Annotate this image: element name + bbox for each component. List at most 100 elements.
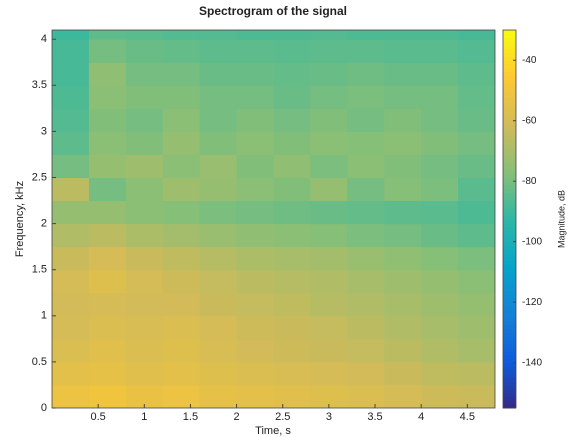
cell <box>273 246 311 271</box>
x-axis-label: Time, s <box>255 425 291 437</box>
cell <box>88 223 127 248</box>
x-tick-label: 1 <box>141 411 147 423</box>
colorbar-step <box>503 385 516 390</box>
cell <box>162 131 201 155</box>
colorbar-step <box>503 370 516 375</box>
cell <box>125 292 164 317</box>
cell <box>458 200 495 225</box>
cell <box>458 292 495 317</box>
colorbar-step <box>503 48 516 54</box>
cell <box>421 246 459 271</box>
colorbar-step <box>503 362 516 367</box>
cell <box>458 131 495 155</box>
colorbar-step <box>503 305 516 311</box>
colorbar-step <box>503 317 516 322</box>
cell <box>199 177 238 202</box>
colorbar-step <box>503 37 516 42</box>
cell <box>273 269 311 294</box>
cell <box>347 361 385 386</box>
colorbar-step <box>503 177 516 182</box>
cell <box>125 85 164 109</box>
cell <box>125 154 164 179</box>
cell <box>384 200 422 225</box>
colorbar-step <box>503 241 516 246</box>
cell <box>199 62 238 86</box>
cell <box>125 223 164 248</box>
cell <box>236 384 274 408</box>
cell <box>458 39 495 63</box>
cell <box>273 200 311 225</box>
colorbar-step <box>503 215 516 220</box>
colorbar-step <box>503 132 516 137</box>
cell <box>310 315 348 340</box>
cell <box>384 292 422 317</box>
cell <box>52 62 90 86</box>
cell <box>162 223 201 248</box>
cell <box>421 154 459 179</box>
cell <box>125 131 164 155</box>
cell <box>52 315 90 340</box>
cell <box>458 177 495 202</box>
cell <box>347 384 385 408</box>
cell <box>52 384 90 408</box>
cell <box>236 292 274 317</box>
x-tick-label: 2.5 <box>275 411 290 423</box>
colorbar-step <box>503 222 516 228</box>
colorbar-step <box>503 347 516 352</box>
x-tick-label: 4.5 <box>460 411 475 423</box>
colorbar-tick-label: -80 <box>522 176 537 187</box>
cell <box>421 292 459 317</box>
cell <box>52 108 90 132</box>
cell <box>421 131 459 155</box>
cell <box>384 384 422 408</box>
cell <box>384 30 422 40</box>
cell <box>199 246 238 271</box>
colorbar-step <box>503 158 516 163</box>
colorbar-step <box>503 71 516 76</box>
cell <box>384 62 422 86</box>
cell <box>199 269 238 294</box>
cell <box>125 338 164 363</box>
cell <box>52 39 90 63</box>
cell <box>236 108 274 132</box>
colorbar-step <box>503 268 516 273</box>
x-tick-label: 2 <box>234 411 240 423</box>
cell <box>421 30 459 40</box>
cell <box>421 269 459 294</box>
cell <box>88 131 127 155</box>
cell <box>88 39 127 63</box>
cell <box>347 292 385 317</box>
cell <box>88 361 127 386</box>
y-tick-label: 2 <box>41 218 47 230</box>
cell <box>384 154 422 179</box>
colorbar-step <box>503 67 516 73</box>
colorbar-step <box>503 279 516 284</box>
cell <box>347 108 385 132</box>
colorbar-step <box>503 351 516 356</box>
colorbar-step <box>503 324 516 330</box>
cell <box>125 361 164 386</box>
cell <box>458 30 495 40</box>
colorbar-step <box>503 113 516 118</box>
cell <box>162 177 201 202</box>
cell <box>421 39 459 63</box>
cell <box>88 85 127 109</box>
cell <box>88 315 127 340</box>
cell <box>199 338 238 363</box>
colorbar-step <box>503 60 516 65</box>
cell <box>347 131 385 155</box>
colorbar-label: Magnitude, dB <box>556 190 566 248</box>
colorbar-step <box>503 109 516 114</box>
cell <box>458 223 495 248</box>
cell <box>52 338 90 363</box>
cell <box>273 338 311 363</box>
colorbar-step <box>503 56 516 61</box>
cell <box>458 62 495 86</box>
cell <box>236 62 274 86</box>
cell <box>458 338 495 363</box>
cell <box>52 361 90 386</box>
y-tick-label: 0 <box>41 402 47 414</box>
colorbar-step <box>503 283 516 288</box>
colorbar-step <box>503 355 516 360</box>
colorbar-step <box>503 192 516 197</box>
